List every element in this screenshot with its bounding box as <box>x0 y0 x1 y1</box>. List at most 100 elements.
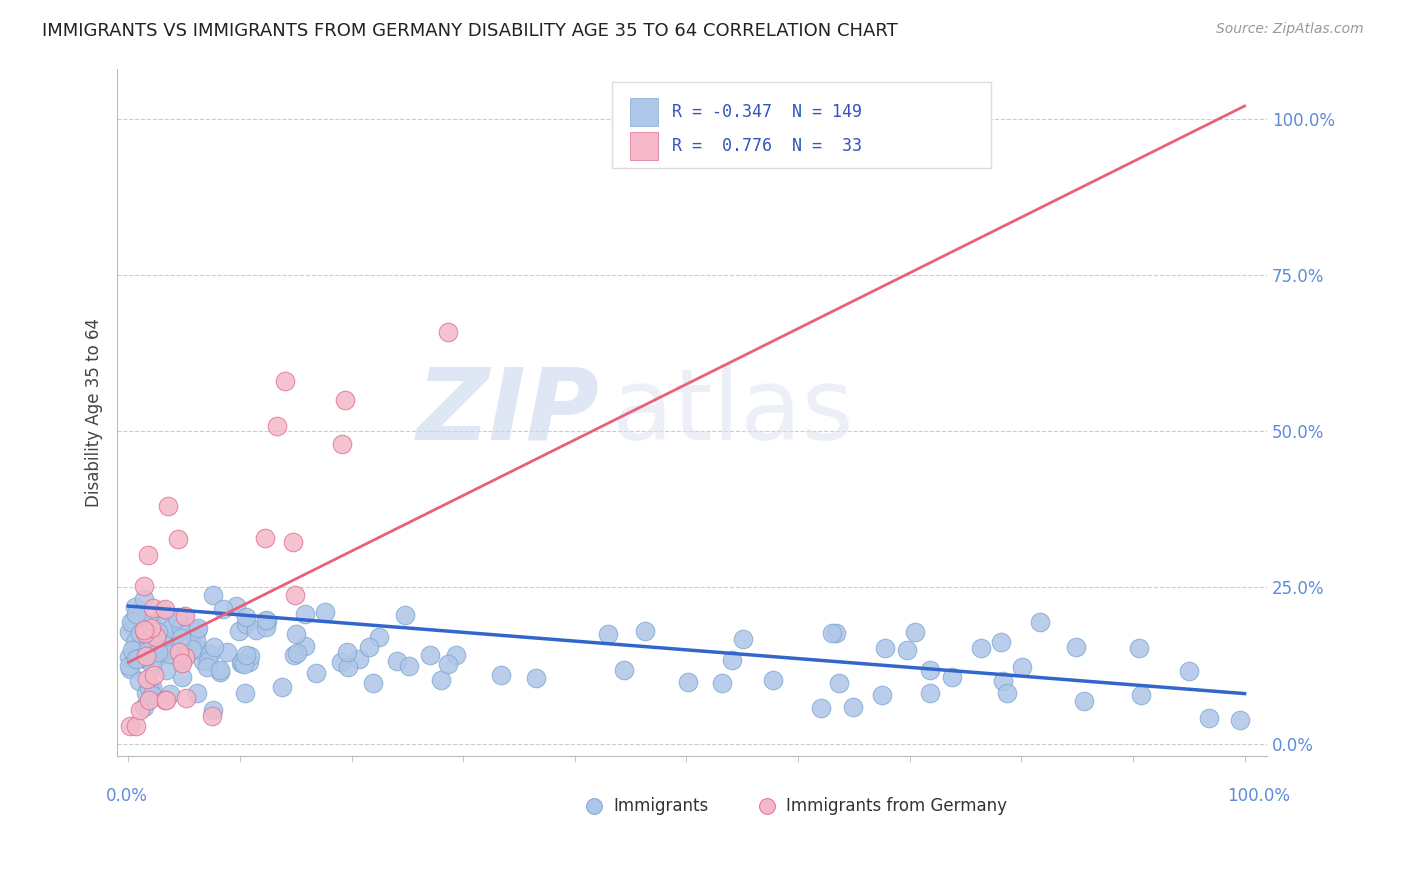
Point <box>489 668 512 682</box>
Point <box>212 601 235 615</box>
Point <box>810 701 832 715</box>
Point <box>202 640 225 654</box>
Point <box>997 686 1019 700</box>
Point <box>160 642 183 657</box>
Point <box>138 681 160 695</box>
Point <box>229 657 252 671</box>
Point <box>228 624 250 639</box>
Point <box>121 619 143 633</box>
Point <box>336 645 359 659</box>
Point <box>918 663 941 677</box>
Point <box>209 665 232 679</box>
Point <box>146 645 169 659</box>
Point <box>125 719 148 733</box>
Text: Source: ZipAtlas.com: Source: ZipAtlas.com <box>1216 22 1364 37</box>
Point <box>761 673 783 688</box>
Point <box>152 643 174 657</box>
Point <box>122 652 145 666</box>
Point <box>1128 640 1150 655</box>
Point <box>235 610 257 624</box>
Point <box>1198 711 1220 725</box>
Point <box>676 674 699 689</box>
Point <box>138 549 160 563</box>
Text: atlas: atlas <box>612 364 853 461</box>
Point <box>169 622 191 636</box>
Point <box>283 648 305 663</box>
Point <box>731 632 754 647</box>
Point <box>330 437 353 451</box>
Point <box>149 648 172 663</box>
Point <box>155 693 177 707</box>
Point <box>1129 688 1152 702</box>
Point <box>176 690 198 705</box>
Point <box>1229 713 1251 727</box>
Point <box>128 651 150 665</box>
Point <box>329 655 352 669</box>
Point <box>333 392 356 407</box>
Point <box>135 625 157 640</box>
Point <box>166 611 188 625</box>
Point <box>167 645 190 659</box>
Point <box>136 634 159 648</box>
Point <box>233 686 256 700</box>
Point <box>167 625 190 640</box>
Point <box>195 660 218 674</box>
Point <box>1064 640 1087 654</box>
Point <box>256 614 278 628</box>
Point <box>993 673 1015 688</box>
Point <box>825 626 848 640</box>
Point <box>145 630 167 644</box>
Point <box>134 651 156 665</box>
Point <box>143 668 166 682</box>
Point <box>385 655 408 669</box>
Text: Immigrants: Immigrants <box>614 797 709 814</box>
Point <box>821 626 844 640</box>
Point <box>596 627 619 641</box>
Point <box>186 624 208 638</box>
Point <box>444 648 467 662</box>
Point <box>225 599 247 614</box>
Point <box>437 657 460 672</box>
Point <box>430 673 453 687</box>
Point <box>167 532 190 546</box>
Point <box>918 686 941 700</box>
Point <box>160 621 183 635</box>
Point <box>349 651 371 665</box>
FancyBboxPatch shape <box>612 82 991 169</box>
Point <box>941 670 963 684</box>
Text: IMMIGRANTS VS IMMIGRANTS FROM GERMANY DISABILITY AGE 35 TO 64 CORRELATION CHART: IMMIGRANTS VS IMMIGRANTS FROM GERMANY DI… <box>42 22 898 40</box>
Point <box>581 781 603 796</box>
Point <box>172 657 194 671</box>
Point <box>134 700 156 714</box>
Point <box>163 641 186 656</box>
Point <box>170 632 193 646</box>
Point <box>285 646 308 660</box>
Point <box>720 653 742 667</box>
Point <box>990 635 1012 649</box>
Point <box>118 650 141 665</box>
Point <box>170 623 193 637</box>
Point <box>842 699 865 714</box>
Point <box>398 659 420 673</box>
Point <box>124 648 146 663</box>
Point <box>139 621 162 635</box>
Point <box>633 624 655 638</box>
Point <box>361 675 384 690</box>
Point <box>134 651 156 665</box>
Point <box>235 648 257 663</box>
Point <box>202 703 225 717</box>
Point <box>142 632 165 646</box>
Point <box>141 688 163 702</box>
Point <box>419 648 441 662</box>
Point <box>285 627 308 641</box>
Point <box>191 654 214 668</box>
Point <box>215 645 238 659</box>
Point <box>198 647 221 661</box>
Point <box>124 607 146 622</box>
Point <box>172 670 194 684</box>
Point <box>138 693 160 707</box>
Point <box>187 621 209 635</box>
Text: ZIP: ZIP <box>418 364 600 461</box>
Point <box>235 617 257 632</box>
Point <box>128 703 150 717</box>
